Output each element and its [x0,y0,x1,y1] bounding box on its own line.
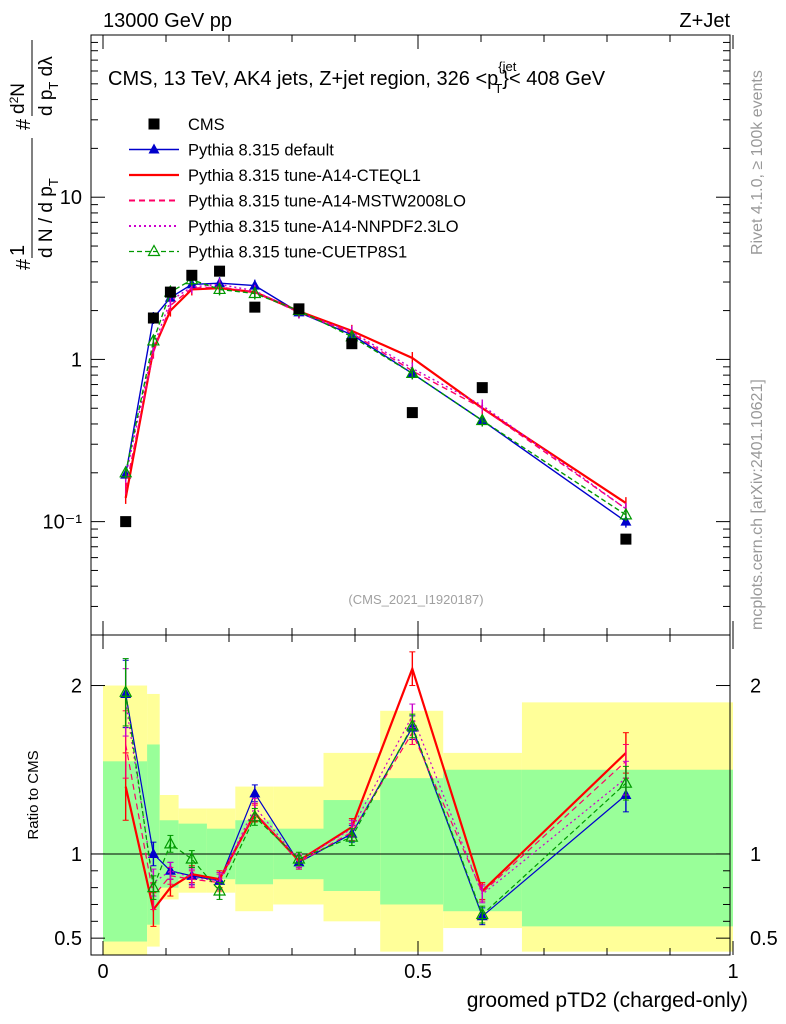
main-plot-frame [90,34,731,636]
ratio-tick-label: 0.5 [54,928,82,950]
open-triangle-marker [146,880,160,893]
svg-text:d2N: d2N [7,83,29,114]
square-marker [476,382,488,394]
series-line [125,278,627,516]
open-triangle-marker [405,366,419,378]
open-triangle-marker [119,685,133,697]
square-marker [120,516,132,528]
series-line [124,287,627,505]
open-triangle-marker [146,333,160,346]
band-green [178,823,207,880]
plot-title: CMS, 13 TeV, AK4 jets, Z+jet region, 326… [108,59,606,96]
triangle-marker [148,143,160,154]
open-triangle-marker [475,907,489,920]
open-triangle-marker [475,413,489,426]
legend-label: Pythia 8.315 tune-A14-NNPDF2.3LO [188,218,459,236]
legend-label: Pythia 8.315 tune-CUETP8S1 [188,244,407,262]
square-marker [214,265,226,277]
square-marker [293,303,305,315]
square-marker [147,312,159,324]
triangle-marker [249,279,261,290]
square-marker [346,338,358,350]
header-process: Z+Jet [679,10,730,32]
y-axis-label: # 1 d N / d pT # d2N d pT dλ [7,40,61,270]
mcplots-credit-text: mcplots.cern.ch [arXiv:2401.10621] [749,379,766,630]
ratio-plot-frame [90,634,731,956]
series-line [125,282,627,523]
legend-label: Pythia 8.315 tune-A14-MSTW2008LO [188,193,466,211]
legend-label: Pythia 8.315 default [188,142,334,160]
ratio-tick-label-right: 2 [750,676,761,698]
open-triangle-marker [619,507,633,520]
ratio-tick-label-right: 1 [750,844,761,866]
y-tick-label: 10 [60,187,82,209]
axes: 0 0.5 1 10⁻¹ 1 10 0.5 0.5 1 1 2 2 [43,35,778,983]
band-green [147,744,160,925]
legend-label: Pythia 8.315 tune-A14-CTEQL1 [188,167,421,185]
series-layer [119,265,633,545]
square-marker [148,118,160,130]
legend-label: CMS [188,116,225,134]
triangle-marker [249,787,261,798]
open-triangle-marker [248,286,262,299]
x-tick-label: 0 [97,961,108,983]
open-triangle-marker [119,465,133,478]
x-axis-label: groomed pTD2 (charged-only) [467,989,748,1012]
ratio-tick-label-right: 0.5 [750,928,778,950]
square-marker [186,269,198,281]
svg-text:#: # [13,258,35,270]
open-triangle-marker [345,829,359,842]
square-marker [406,407,418,419]
open-triangle-marker [213,883,227,896]
square-marker [249,301,261,313]
svg-text:#: # [13,118,35,130]
svg-text:1: 1 [7,245,29,256]
band-green [380,778,444,905]
open-triangle-marker [185,851,199,864]
open-triangle-marker [405,718,419,731]
square-marker [620,533,632,545]
x-tick-label: 1 [727,961,738,983]
series-line [125,286,627,510]
open-triangle-marker [619,775,633,788]
x-tick-label: 0.5 [404,961,432,983]
open-triangle-marker [213,282,227,295]
ratio-tick-label: 1 [71,844,82,866]
open-triangle-marker [163,836,177,849]
open-triangle-marker [147,244,161,257]
ratio-series-line [125,731,627,898]
header-energy: 13000 GeV pp [103,10,232,32]
triangle-marker [147,847,159,858]
svg-text:d N / d pT: d N / d pT [36,178,61,258]
square-marker [164,286,176,298]
y-tick-label: 1 [71,349,82,371]
ratio-tick-label: 2 [71,676,82,698]
analysis-tag: (CMS_2021_I1920187) [348,592,483,607]
y-tick-label: 10⁻¹ [43,512,83,534]
open-triangle-marker [292,851,306,864]
legend: CMS Pythia 8.315 default Pythia 8.315 tune… [129,116,466,262]
ratio-y-axis-label: Ratio to CMS [25,750,42,839]
ratio-series-layer [119,651,633,927]
band-green [235,820,274,885]
open-triangle-marker [248,809,262,822]
series-line [125,283,627,510]
svg-text:d pT dλ: d pT dλ [36,56,61,116]
rivet-version-text: Rivet 4.1.0, ≥ 100k events [749,70,766,255]
